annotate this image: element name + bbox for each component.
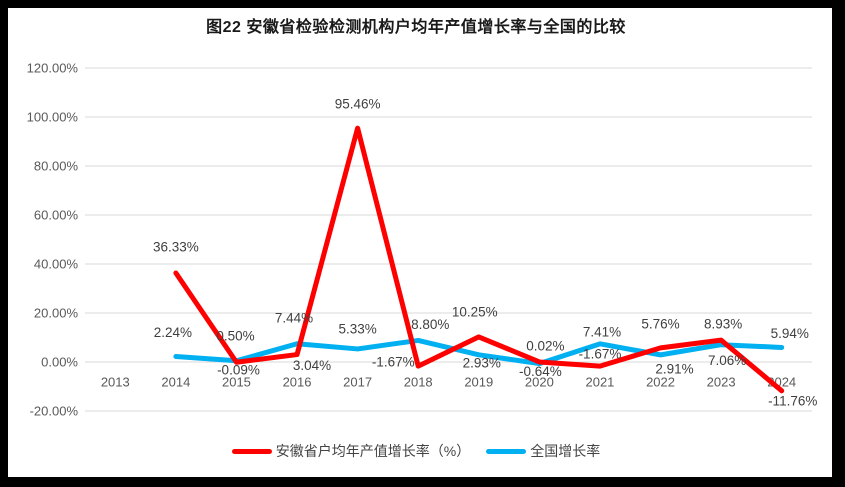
chart-title: 图22 安徽省检验检测机构户均年产值增长率与全国的比较: [206, 19, 626, 36]
x-tick-label: 2020: [525, 375, 554, 390]
data-label: 8.80%: [411, 317, 449, 332]
y-tick-label: 0.00%: [41, 355, 78, 370]
series-line: [173, 125, 785, 394]
legend-swatch-national: [486, 448, 527, 454]
data-label: 5.33%: [338, 321, 376, 336]
x-tick-label: 2019: [464, 375, 493, 390]
legend-label-national: 全国增长率: [530, 443, 601, 459]
chart-panel: [8, 8, 832, 477]
legend-label-anhui: 安徽省户均年产值增长率（%）: [275, 443, 471, 459]
data-label: 95.46%: [335, 97, 381, 112]
y-tick-label: 60.00%: [34, 208, 79, 223]
x-tick-label: 2017: [343, 375, 372, 390]
y-tick-label: 80.00%: [34, 159, 79, 174]
data-label: -1.67%: [579, 347, 622, 362]
data-label: 2.91%: [655, 361, 693, 376]
legend: 安徽省户均年产值增长率（%） 全国增长率: [0, 441, 832, 461]
series-line: [173, 337, 785, 367]
x-tick-label: 2014: [161, 375, 190, 390]
x-tick-label: 2021: [585, 375, 614, 390]
data-label: 0.50%: [216, 328, 254, 343]
data-label: 2.24%: [154, 325, 192, 340]
data-label: 0.02%: [526, 338, 564, 353]
data-label: -11.76%: [768, 393, 817, 408]
legend-item-anhui: 安徽省户均年产值增长率（%）: [231, 441, 471, 461]
y-tick-label: 40.00%: [34, 257, 79, 272]
x-tick-label: 2023: [707, 375, 736, 390]
data-label: 36.33%: [153, 239, 199, 254]
y-tick-label: 120.00%: [27, 61, 79, 76]
data-label: 2.93%: [463, 355, 501, 370]
data-label: 5.94%: [771, 326, 809, 341]
data-label: 7.06%: [708, 353, 746, 368]
data-label: -0.64%: [519, 364, 562, 379]
data-label: 5.76%: [641, 316, 679, 331]
y-tick-label: -20.00%: [30, 404, 79, 419]
data-label: 10.25%: [452, 304, 498, 319]
data-label: -1.67%: [372, 355, 415, 370]
data-label: 7.41%: [583, 324, 621, 339]
x-tick-label: 2018: [404, 375, 433, 390]
x-tick-label: 2013: [101, 375, 130, 390]
legend-item-national: 全国增长率: [486, 441, 600, 461]
y-tick-label: 20.00%: [34, 306, 79, 321]
x-tick-label: 2022: [646, 375, 675, 390]
data-label: 3.04%: [293, 358, 331, 373]
data-label: 8.93%: [704, 317, 742, 332]
legend-swatch-anhui: [231, 448, 272, 454]
data-label: 7.44%: [275, 310, 313, 325]
x-tick-label: 2016: [283, 375, 312, 390]
y-tick-label: 100.00%: [27, 110, 79, 125]
x-tick-label: 2015: [222, 375, 251, 390]
data-label: -0.09%: [217, 363, 260, 378]
